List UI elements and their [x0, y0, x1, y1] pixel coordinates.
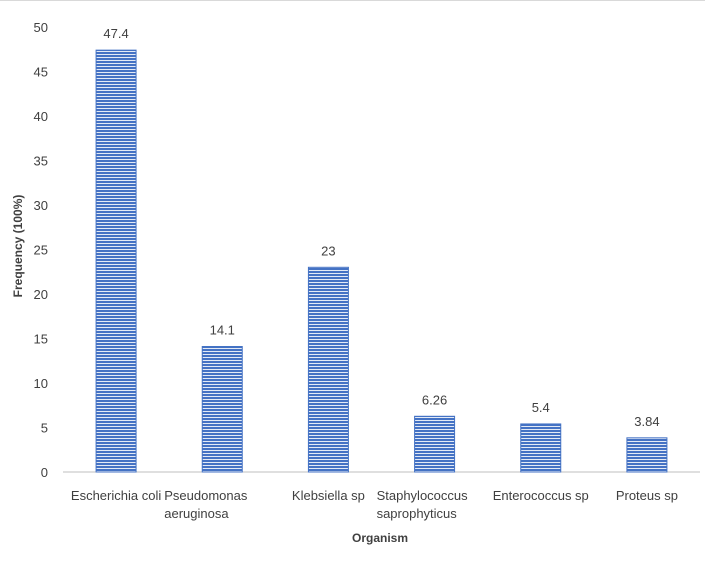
data-label: 5.4 [532, 400, 550, 415]
x-tick-label: Proteus sp [616, 488, 678, 503]
y-tick-label: 30 [34, 198, 48, 213]
data-label: 6.26 [422, 392, 447, 407]
bar [307, 266, 349, 473]
y-tick-label: 45 [34, 65, 48, 80]
data-label: 47.4 [103, 26, 128, 41]
x-tick-label: Escherichia coli [71, 488, 161, 503]
y-tick-label: 0 [41, 465, 48, 480]
y-tick-label: 15 [34, 332, 48, 347]
bar [520, 423, 562, 473]
bars [95, 49, 668, 473]
data-label: 14.1 [210, 323, 235, 338]
y-tick-label: 20 [34, 287, 48, 302]
x-tick-label: Klebsiella sp [292, 488, 365, 503]
y-tick-label: 5 [41, 421, 48, 436]
bar [626, 437, 668, 473]
y-tick-label: 25 [34, 243, 48, 258]
x-tick-label: aeruginosa [164, 506, 229, 521]
x-tick-label: Enterococcus sp [493, 488, 589, 503]
y-tick-label: 40 [34, 109, 48, 124]
bar [414, 415, 456, 473]
data-label: 23 [321, 243, 335, 258]
x-tick-label: Staphylococcus [377, 488, 469, 503]
y-tick-label: 10 [34, 376, 48, 391]
bar [95, 49, 137, 473]
x-axis-ticks: Escherichia coli Pseudomonas aeruginosa Kle… [71, 488, 678, 521]
y-axis-title: Frequency (100%) [11, 195, 25, 298]
x-axis-title: Organism [352, 531, 408, 545]
data-label: 3.84 [634, 414, 659, 429]
y-tick-label: 35 [34, 154, 48, 169]
data-labels: 47.4 14.1 23 6.26 5.4 3.84 [103, 26, 659, 429]
x-tick-label: Pseudomonas [164, 488, 248, 503]
y-tick-label: 50 [34, 20, 48, 35]
y-axis-ticks: 0 5 10 15 20 25 30 35 40 45 50 [34, 20, 48, 480]
bar [201, 346, 243, 473]
x-tick-label: saprophyticus [377, 506, 458, 521]
